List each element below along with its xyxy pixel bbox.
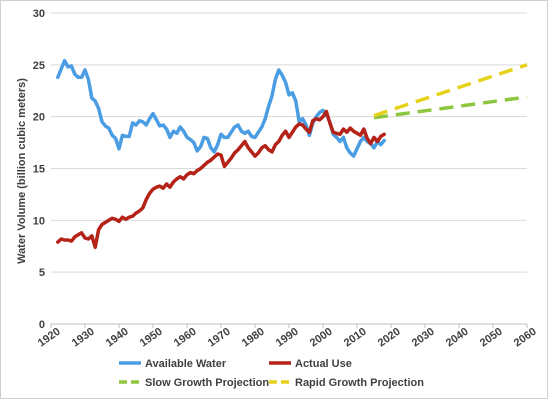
x-tick-label: 2010 [342, 326, 369, 350]
x-tick-label: 2030 [410, 326, 437, 350]
y-tick-label: 30 [33, 8, 45, 20]
y-tick-label: 25 [33, 60, 45, 72]
legend: Available Water Actual Use Slow Growth Pro… [119, 358, 424, 389]
x-tick-label: 1990 [274, 326, 301, 350]
x-tick-label: 1980 [240, 326, 267, 350]
series-line-slow-growth-projection [373, 95, 528, 120]
series-line-rapid-growth-projection [373, 63, 528, 118]
y-tick-label: 0 [39, 319, 45, 331]
legend-label-slow-growth-projection: Slow Growth Projection [145, 377, 269, 389]
x-tick-label: 2060 [512, 326, 539, 350]
y-axis-label: Water Volume (billion cubic meters) [16, 78, 28, 264]
y-tick-label: 5 [39, 267, 45, 279]
y-tick-label: 20 [33, 112, 45, 124]
x-tick-label: 2040 [444, 326, 471, 350]
x-tick-label: 1960 [172, 326, 199, 350]
x-tick-label: 2000 [308, 326, 335, 350]
series-line-actual-use [56, 109, 386, 250]
legend-label-available-water: Available Water [145, 358, 227, 370]
x-tick-label: 2020 [376, 326, 403, 350]
x-tick-label: 1940 [104, 326, 131, 350]
series-lines [56, 58, 528, 250]
x-tick-label: 1950 [138, 326, 165, 350]
x-tick-label: 1930 [70, 326, 97, 350]
legend-label-rapid-growth-projection: Rapid Growth Projection [295, 377, 424, 389]
y-axis: 0 5 10 15 20 25 30 [33, 8, 45, 331]
gridlines [51, 12, 527, 325]
x-tick-label: 1970 [206, 326, 233, 350]
x-axis: 1920 1930 1940 1950 1960 1970 1980 1990 2000 2010… [36, 324, 539, 349]
y-tick-label: 10 [33, 215, 45, 227]
y-tick-label: 15 [33, 164, 45, 176]
legend-label-actual-use: Actual Use [295, 358, 352, 370]
x-tick-label: 2050 [478, 326, 505, 350]
series-line-available-water [56, 58, 386, 158]
